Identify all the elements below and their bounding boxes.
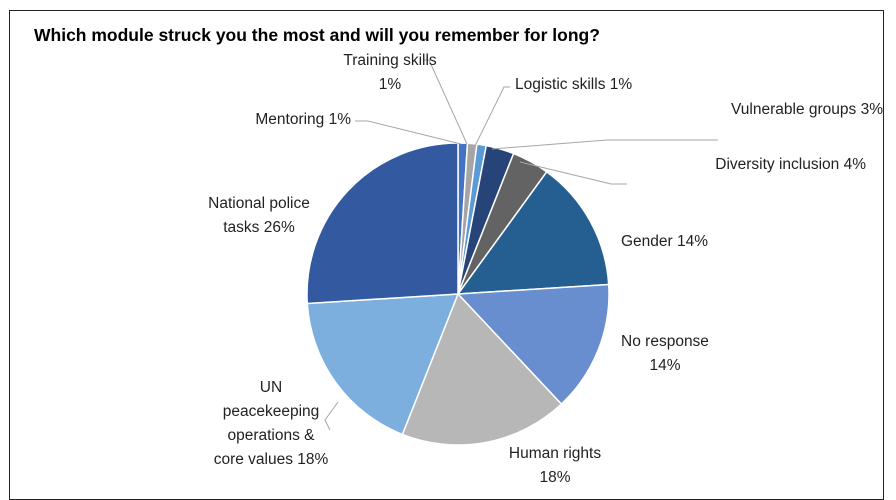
leader-line xyxy=(324,401,339,431)
pie-slice xyxy=(306,293,460,436)
slice-label: Training skills 1% xyxy=(343,52,437,93)
pie-slice xyxy=(401,292,563,446)
slice-label: UN peacekeeping operations & core values 18… xyxy=(214,379,329,468)
slice-label: Gender 14% xyxy=(621,233,708,250)
slice-label: Diversity inclusion 4% xyxy=(715,156,866,173)
slice-label: Human rights 18% xyxy=(509,445,601,486)
chart-title: Which module struck you the most and wil… xyxy=(34,25,600,45)
pie-slice xyxy=(456,283,610,406)
leader-line xyxy=(474,86,510,147)
pie-slice xyxy=(456,170,610,295)
leader-line xyxy=(491,139,718,150)
slice-label: No response 14% xyxy=(621,333,709,374)
slice-label: Vulnerable groups 3% xyxy=(731,101,883,118)
leader-line xyxy=(519,161,627,185)
slice-label: Mentoring 1% xyxy=(255,111,351,128)
slice-label: National police tasks 26% xyxy=(208,195,310,236)
slice-label: Logistic skills 1% xyxy=(515,76,632,93)
leader-line xyxy=(424,59,468,145)
leader-line xyxy=(355,120,462,145)
pie-slice xyxy=(306,142,459,305)
